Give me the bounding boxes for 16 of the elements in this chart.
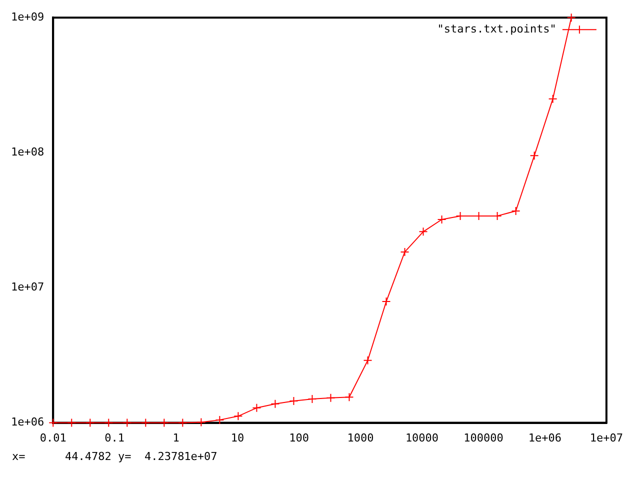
x-tick-label: 1e+07 <box>590 431 624 444</box>
x-tick-label: 0.1 <box>104 431 125 444</box>
y-tick-label: 1e+08 <box>10 146 44 159</box>
x-tick-label: 10000 <box>405 431 439 444</box>
x-tick-label: 100 <box>289 431 309 444</box>
x-tick-label: 1 <box>172 431 180 444</box>
x-tick-label: 100000 <box>464 431 504 444</box>
y-tick-label: 1e+09 <box>10 10 44 24</box>
x-tick-label: 0.01 <box>40 431 66 444</box>
text: x= 44.4782 y= 4.23781e+07 <box>11 449 218 465</box>
y-tick-label: 1e+06 <box>10 416 44 429</box>
x-tick-label: 1e+06 <box>528 431 562 444</box>
x-tick-label: 10 <box>230 431 244 444</box>
y-tick-label: 1e+07 <box>10 280 44 294</box>
x-tick-label: 1000 <box>347 431 374 444</box>
legend-label: "stars.txt.points" <box>437 22 556 36</box>
